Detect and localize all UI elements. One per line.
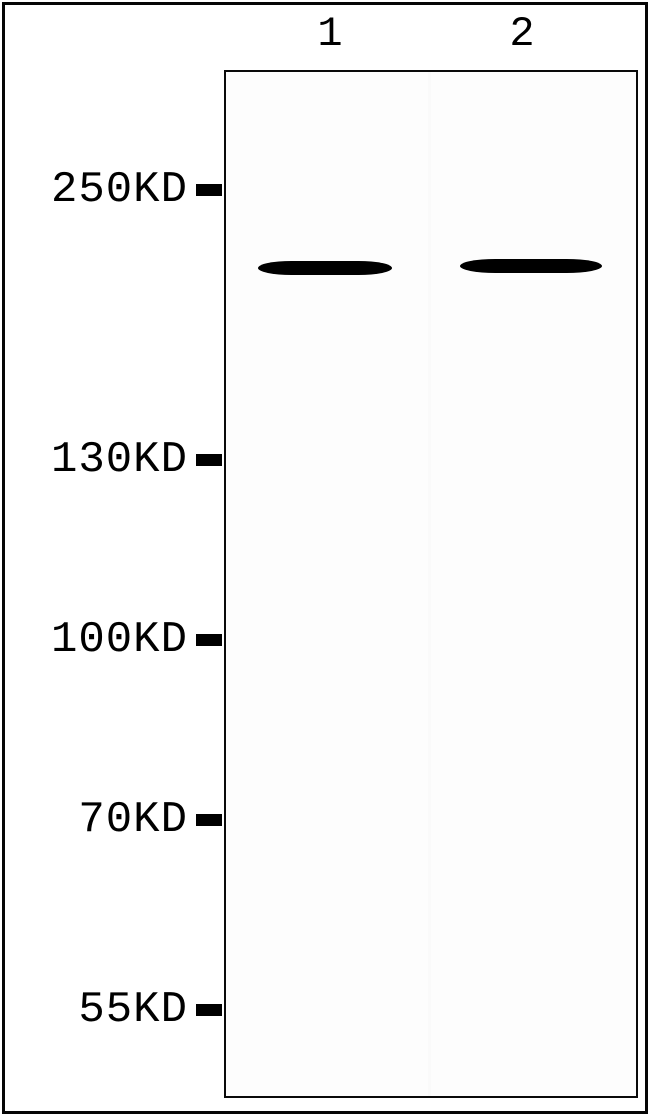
mw-tick-100KD — [196, 634, 222, 646]
lane-separator — [428, 72, 431, 1096]
mw-label-55KD: 55KD — [78, 985, 188, 1035]
mw-label-250KD: 250KD — [51, 165, 188, 215]
band-lane-2 — [460, 259, 602, 273]
mw-label-130KD: 130KD — [51, 435, 188, 485]
mw-tick-55KD — [196, 1004, 222, 1016]
band-lane-1 — [258, 261, 392, 275]
mw-tick-130KD — [196, 454, 222, 466]
mw-label-100KD: 100KD — [51, 615, 188, 665]
lane-label-2: 2 — [509, 10, 534, 58]
mw-tick-70KD — [196, 814, 222, 826]
lane-label-1: 1 — [317, 10, 342, 58]
mw-label-70KD: 70KD — [78, 795, 188, 845]
mw-tick-250KD — [196, 184, 222, 196]
blot-membrane — [224, 70, 638, 1098]
western-blot-figure: 1 2 250KD 130KD 100KD 70KD 55KD — [0, 0, 650, 1116]
